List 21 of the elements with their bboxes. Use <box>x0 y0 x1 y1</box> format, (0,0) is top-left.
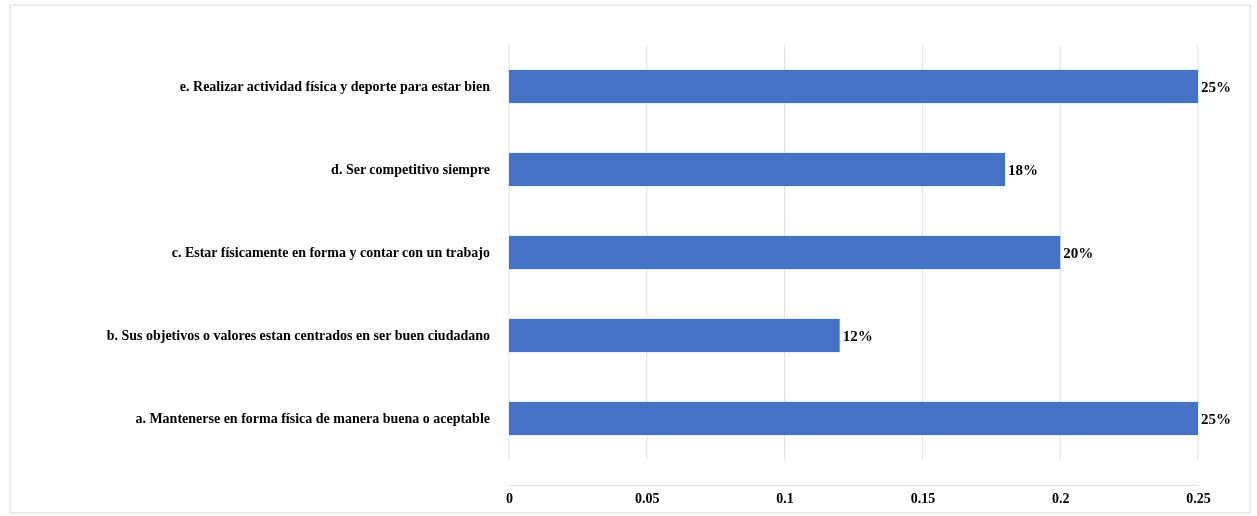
y-tick-label: a. Mantenerse en forma física de manera buena o aceptable <box>135 411 490 427</box>
data-label: 25% <box>1201 410 1231 427</box>
data-label: 18% <box>1008 161 1039 178</box>
y-tick-label: b. Sus objetivos o valores estan centrados en ser buen ciudadano <box>106 328 490 344</box>
y-tick-label: e. Realizar actividad física y deporte para estar bien <box>179 79 491 95</box>
bar <box>509 69 1198 104</box>
bar <box>509 318 840 353</box>
x-tick-label: 0.2 <box>1051 490 1070 506</box>
data-label: 12% <box>842 327 873 344</box>
data-label: 20% <box>1063 244 1094 261</box>
x-tick-label: 0.1 <box>776 490 794 506</box>
y-tick-label: c. Estar físicamente en forma y contar con un trabajo <box>171 245 490 261</box>
bar <box>509 401 1198 436</box>
y-tick-label: d. Ser competitivo siempre <box>331 162 490 178</box>
bar <box>509 235 1061 270</box>
data-label: 25% <box>1201 78 1231 95</box>
x-tick-label: 0.15 <box>910 490 936 506</box>
x-tick-label: 0.25 <box>1186 490 1211 506</box>
x-tick-label: 0.05 <box>635 490 660 506</box>
x-tick-label: 0 <box>506 490 513 506</box>
bar <box>509 152 1006 187</box>
